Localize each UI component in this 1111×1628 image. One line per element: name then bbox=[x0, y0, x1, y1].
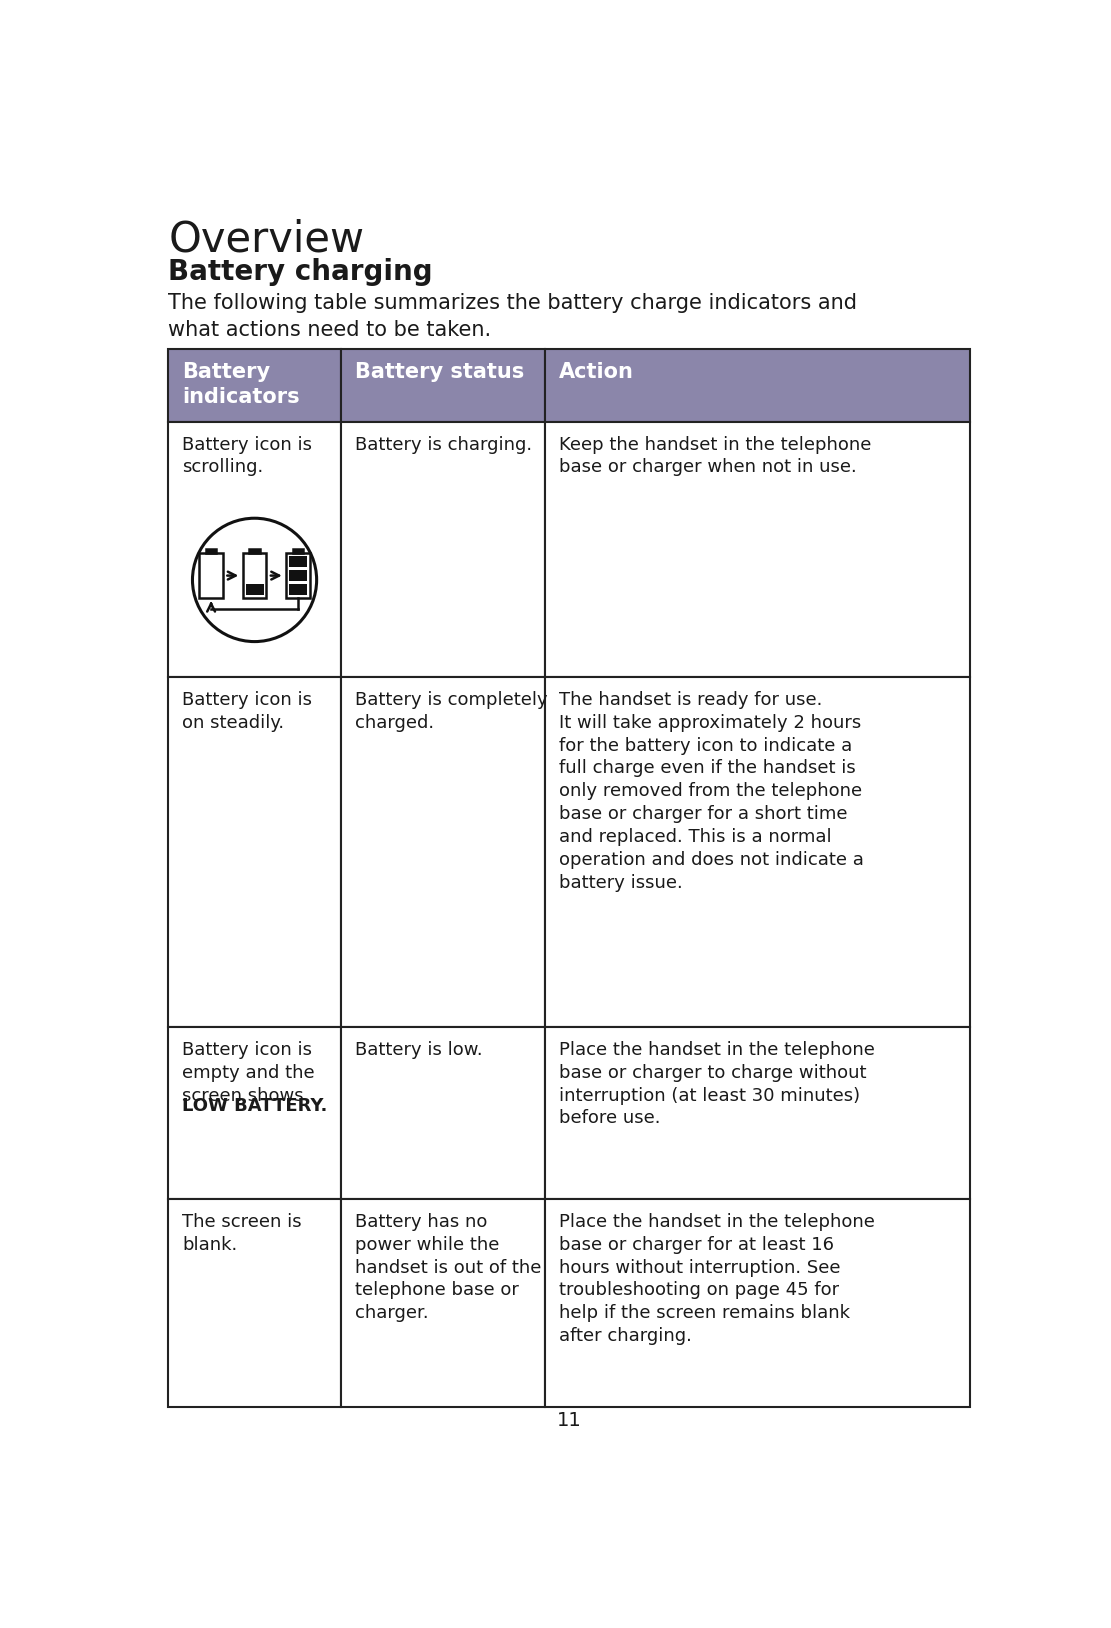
Text: LOW BATTERY.: LOW BATTERY. bbox=[182, 1097, 328, 1115]
Bar bbox=[243, 554, 267, 597]
Circle shape bbox=[192, 518, 317, 641]
Polygon shape bbox=[169, 1027, 341, 1198]
Polygon shape bbox=[169, 422, 341, 677]
Bar bbox=[249, 549, 260, 554]
Text: Battery has no
power while the
handset is out of the
telephone base or
charger.: Battery has no power while the handset i… bbox=[354, 1213, 541, 1322]
Polygon shape bbox=[169, 348, 341, 422]
Polygon shape bbox=[169, 677, 341, 1027]
Text: Battery icon is
scrolling.: Battery icon is scrolling. bbox=[182, 436, 312, 477]
Text: Battery status: Battery status bbox=[354, 363, 524, 383]
Polygon shape bbox=[546, 1027, 970, 1198]
Polygon shape bbox=[169, 1198, 341, 1407]
Polygon shape bbox=[341, 422, 546, 677]
Polygon shape bbox=[546, 422, 970, 677]
Text: Keep the handset in the telephone
base or charger when not in use.: Keep the handset in the telephone base o… bbox=[559, 436, 872, 477]
Text: Battery icon is
on steadily.: Battery icon is on steadily. bbox=[182, 690, 312, 731]
Polygon shape bbox=[341, 348, 546, 422]
Bar bbox=[206, 549, 217, 554]
Text: The following table summarizes the battery charge indicators and
what actions ne: The following table summarizes the batte… bbox=[169, 293, 858, 340]
Text: Place the handset in the telephone
base or charger to charge without
interruptio: Place the handset in the telephone base … bbox=[559, 1040, 875, 1128]
Text: Battery
indicators: Battery indicators bbox=[182, 363, 300, 407]
Text: The screen is
blank.: The screen is blank. bbox=[182, 1213, 302, 1254]
Polygon shape bbox=[341, 677, 546, 1027]
Bar bbox=[287, 554, 310, 597]
Bar bbox=[289, 584, 307, 594]
Bar bbox=[289, 557, 307, 567]
Text: Battery icon is
empty and the
screen shows: Battery icon is empty and the screen sho… bbox=[182, 1040, 314, 1128]
Text: Action: Action bbox=[559, 363, 634, 383]
Bar bbox=[199, 554, 223, 597]
Text: Battery is low.: Battery is low. bbox=[354, 1040, 482, 1058]
Polygon shape bbox=[546, 348, 970, 422]
Polygon shape bbox=[546, 677, 970, 1027]
Text: Battery is completely
charged.: Battery is completely charged. bbox=[354, 690, 548, 731]
Text: 11: 11 bbox=[557, 1411, 582, 1429]
Text: Overview: Overview bbox=[169, 218, 364, 260]
Text: Battery is charging.: Battery is charging. bbox=[354, 436, 532, 454]
Text: Battery charging: Battery charging bbox=[169, 259, 433, 287]
Bar bbox=[292, 549, 303, 554]
Bar bbox=[289, 570, 307, 581]
Polygon shape bbox=[341, 1027, 546, 1198]
Text: The handset is ready for use.
It will take approximately 2 hours
for the battery: The handset is ready for use. It will ta… bbox=[559, 690, 864, 892]
Text: Place the handset in the telephone
base or charger for at least 16
hours without: Place the handset in the telephone base … bbox=[559, 1213, 875, 1345]
Bar bbox=[246, 584, 263, 594]
Polygon shape bbox=[546, 1198, 970, 1407]
Polygon shape bbox=[341, 1198, 546, 1407]
